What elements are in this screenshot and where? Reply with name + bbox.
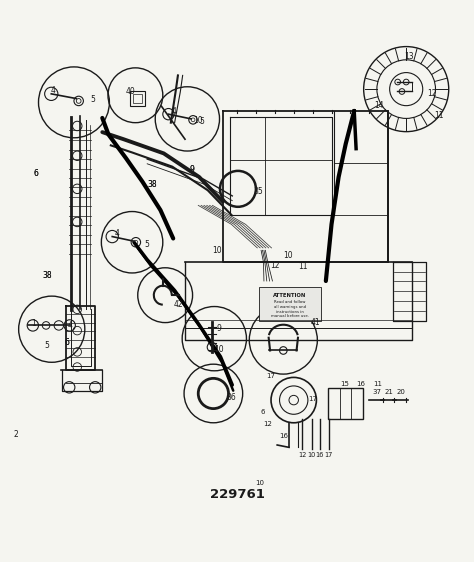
- Text: 38: 38: [147, 180, 157, 189]
- Text: 12: 12: [298, 452, 306, 458]
- Text: 11: 11: [374, 381, 383, 387]
- Text: 4: 4: [50, 86, 55, 95]
- Text: 10: 10: [255, 481, 264, 486]
- Text: 16: 16: [316, 452, 324, 458]
- Text: 5: 5: [145, 240, 150, 249]
- Text: 15: 15: [340, 381, 349, 387]
- Text: 9: 9: [217, 324, 221, 333]
- Text: 38: 38: [42, 271, 52, 280]
- Text: all warnings and: all warnings and: [274, 305, 306, 309]
- Text: 4: 4: [172, 107, 177, 116]
- Text: 6: 6: [34, 169, 38, 178]
- Text: 37: 37: [373, 388, 382, 395]
- Text: 6: 6: [261, 409, 265, 415]
- Text: Read and follow: Read and follow: [274, 300, 306, 304]
- Bar: [130, 92, 145, 106]
- Text: 12: 12: [263, 421, 272, 427]
- Text: 6: 6: [64, 338, 69, 347]
- Text: manual before use.: manual before use.: [271, 315, 309, 319]
- Bar: [133, 94, 142, 103]
- Text: 17: 17: [266, 373, 275, 379]
- Text: 40: 40: [126, 87, 136, 96]
- Text: 11: 11: [299, 262, 308, 271]
- Text: 10: 10: [283, 251, 293, 260]
- Text: instructions in: instructions in: [276, 310, 304, 314]
- Text: 6: 6: [64, 338, 69, 347]
- Text: 36: 36: [227, 393, 236, 402]
- Text: ATTENTION: ATTENTION: [273, 293, 307, 298]
- Text: 12: 12: [270, 261, 280, 270]
- Text: 17: 17: [325, 452, 333, 458]
- Text: 12: 12: [428, 89, 437, 98]
- Text: 4: 4: [67, 321, 72, 330]
- Text: 10: 10: [308, 452, 316, 458]
- Bar: [328, 388, 363, 419]
- Text: 229761: 229761: [210, 488, 264, 501]
- Text: 17: 17: [308, 396, 317, 402]
- Text: 4: 4: [115, 229, 119, 238]
- Text: 10: 10: [193, 116, 203, 125]
- Text: 13: 13: [404, 52, 413, 61]
- Text: 42: 42: [173, 300, 183, 309]
- Text: 5: 5: [199, 117, 204, 126]
- Text: 10: 10: [212, 246, 222, 255]
- Text: 6: 6: [34, 169, 38, 178]
- Text: 16: 16: [279, 433, 288, 439]
- Text: 14: 14: [374, 101, 383, 110]
- Text: 5: 5: [91, 96, 95, 105]
- Text: 38: 38: [42, 271, 52, 280]
- Text: 10: 10: [214, 345, 224, 353]
- FancyBboxPatch shape: [259, 287, 321, 321]
- Text: 21: 21: [384, 388, 393, 395]
- Text: 11: 11: [435, 111, 444, 120]
- Text: 41: 41: [310, 318, 320, 327]
- Text: 9: 9: [190, 165, 194, 174]
- Text: 38: 38: [147, 180, 157, 189]
- Text: 1: 1: [31, 319, 36, 328]
- Text: 5: 5: [45, 341, 49, 350]
- Text: 9: 9: [190, 165, 194, 174]
- Text: 35: 35: [253, 187, 263, 196]
- Text: 16: 16: [356, 381, 365, 387]
- Text: 2: 2: [13, 430, 18, 439]
- Text: 20: 20: [396, 388, 405, 395]
